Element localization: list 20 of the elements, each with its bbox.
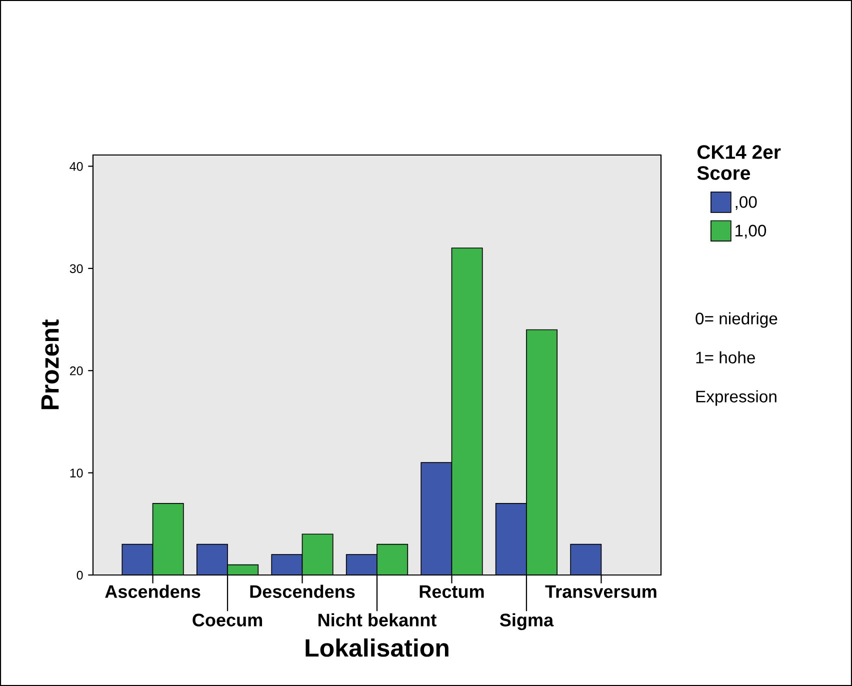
x-tick-label: Rectum — [420, 585, 484, 598]
x-tick-label: Sigma — [500, 613, 554, 630]
y-axis-title: Prozent — [41, 319, 59, 410]
y-tick-label: 30 — [70, 264, 83, 274]
x-tick-label: Coecum — [192, 614, 262, 626]
x-axis-title: Lokalisation — [306, 638, 448, 657]
text: 0= niedrige — [696, 312, 778, 328]
x-tick-label: Transversum — [545, 585, 656, 598]
legend-label: 1,00 — [736, 224, 766, 239]
y-tick-label: 20 — [70, 366, 83, 376]
legend-title: CK14 2er Score — [697, 145, 781, 180]
y-tick-label: 40 — [70, 162, 83, 171]
legend-label: ,00 — [736, 196, 757, 210]
text: 1= hohe — [696, 351, 755, 364]
y-tick-label: 10 — [70, 468, 83, 478]
x-tick-label: Ascendens — [105, 584, 200, 598]
y-tick-label: 0 — [76, 570, 83, 580]
x-tick-label: Nicht bekannt — [318, 613, 436, 626]
x-tick-label: Descendens — [250, 584, 355, 598]
text: Expression — [696, 390, 776, 406]
